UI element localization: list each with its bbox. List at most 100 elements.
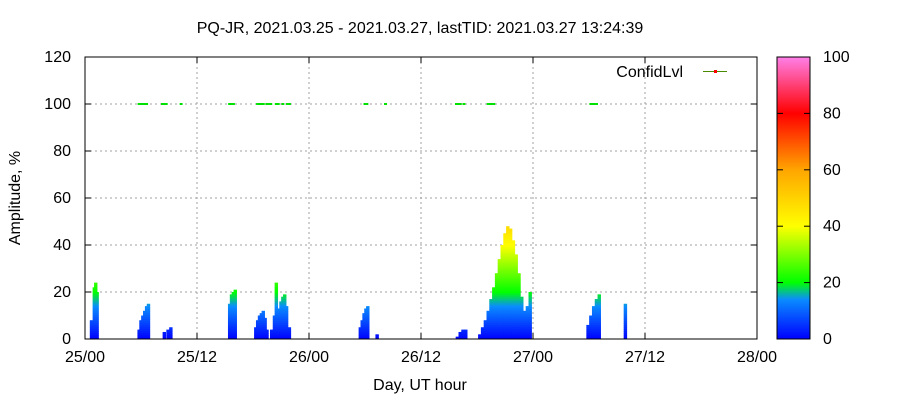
amplitude-bar bbox=[279, 301, 283, 340]
amplitude-bar bbox=[494, 273, 499, 340]
confidence-point bbox=[160, 103, 164, 105]
confidence-point bbox=[231, 103, 235, 105]
confidence-point bbox=[137, 103, 141, 105]
amplitude-bar bbox=[458, 331, 462, 340]
colorbar-tick-label: 40 bbox=[823, 218, 841, 235]
confidence-point bbox=[492, 103, 496, 105]
confidence-point bbox=[145, 103, 149, 105]
confidence-point bbox=[269, 103, 273, 105]
confidence-point bbox=[258, 103, 262, 105]
confidence-point bbox=[143, 103, 147, 105]
confidence-point bbox=[589, 103, 593, 105]
y-tick-label: 120 bbox=[44, 49, 71, 66]
amplitude-bar bbox=[95, 292, 99, 340]
colorbar-ticks: 0 20 40 60 80 100 bbox=[777, 49, 850, 348]
amplitude-bar bbox=[366, 306, 370, 340]
amplitude-bar bbox=[261, 310, 265, 340]
confidence-point bbox=[164, 103, 168, 105]
amplitude-bar bbox=[464, 329, 468, 340]
amplitude-bar bbox=[143, 310, 147, 340]
amplitude-bar bbox=[461, 329, 465, 340]
confidence-point bbox=[267, 103, 271, 105]
colorbar-tick-label: 20 bbox=[823, 275, 841, 292]
confidence-point bbox=[141, 103, 145, 105]
confidence-point bbox=[488, 103, 492, 105]
amplitude-bar bbox=[623, 303, 628, 340]
confidence-point bbox=[287, 103, 291, 105]
confidence-point bbox=[228, 103, 232, 105]
confidence-point bbox=[179, 103, 183, 105]
x-axis-title: Day, UT hour bbox=[373, 377, 467, 394]
amplitude-bar bbox=[483, 320, 488, 340]
amplitude-bar bbox=[269, 329, 274, 340]
confidence-point bbox=[276, 103, 280, 105]
y-tick-label: 40 bbox=[53, 237, 71, 254]
amplitude-bar bbox=[506, 226, 510, 340]
amplitude-bar bbox=[360, 320, 364, 340]
confidence-point bbox=[256, 103, 260, 105]
x-tick-label: 26/00 bbox=[289, 349, 329, 366]
confidence-point bbox=[286, 103, 290, 105]
amplitude-bar bbox=[522, 310, 527, 340]
amplitude-bar bbox=[358, 327, 363, 340]
x-tick-label: 28/00 bbox=[737, 349, 777, 366]
amplitude-bar bbox=[169, 327, 173, 340]
amplitude-bar bbox=[480, 327, 485, 340]
amplitude-bar bbox=[362, 313, 366, 340]
x-tick-label: 25/12 bbox=[177, 349, 217, 366]
confidence-point bbox=[259, 103, 263, 105]
amplitude-bar bbox=[276, 308, 280, 340]
amplitude-bar bbox=[597, 294, 601, 340]
confidence-point bbox=[162, 103, 166, 105]
confidence-points bbox=[137, 103, 598, 105]
y-tick-label: 0 bbox=[62, 331, 71, 348]
amplitude-bar bbox=[162, 331, 167, 340]
amplitude-bar bbox=[274, 282, 279, 340]
amplitude-bars bbox=[89, 226, 628, 340]
confidence-point bbox=[384, 103, 388, 105]
amplitude-bar bbox=[141, 315, 145, 340]
amplitude-bar bbox=[144, 306, 149, 340]
amplitude-bar bbox=[589, 315, 593, 340]
y-tick-label: 100 bbox=[44, 96, 71, 113]
plot-frame bbox=[84, 56, 758, 340]
confidence-point bbox=[456, 103, 460, 105]
amplitude-bar bbox=[528, 292, 532, 340]
confidence-point bbox=[462, 103, 466, 105]
confidence-point bbox=[261, 103, 265, 105]
colorbar-tick-label: 80 bbox=[823, 105, 841, 122]
amplitude-bar bbox=[265, 329, 269, 340]
legend-marker-point bbox=[714, 70, 717, 73]
legend-label: ConfidLvl bbox=[616, 64, 683, 81]
amplitude-bar bbox=[497, 259, 502, 340]
amplitude-bar bbox=[500, 245, 504, 340]
confidence-point bbox=[230, 103, 234, 105]
amplitude-bar bbox=[492, 287, 496, 340]
chart-title: PQ-JR, 2021.03.25 - 2021.03.27, lastTID:… bbox=[197, 20, 644, 37]
amplitude-bar bbox=[139, 320, 143, 340]
x-tick-label: 27/00 bbox=[513, 349, 553, 366]
confidence-point bbox=[454, 103, 458, 105]
confidence-point bbox=[274, 103, 278, 105]
amplitude-bar bbox=[514, 254, 518, 340]
colorbar-tick-label: 60 bbox=[823, 162, 841, 179]
confidence-point bbox=[265, 103, 269, 105]
amplitude-bar bbox=[489, 299, 493, 340]
confidence-point bbox=[594, 103, 598, 105]
amplitude-bar bbox=[89, 320, 94, 340]
y-tick-label: 80 bbox=[53, 143, 71, 160]
amplitude-bar bbox=[263, 317, 267, 340]
confidence-point bbox=[139, 103, 143, 105]
colorbar bbox=[776, 56, 811, 340]
grid-lines bbox=[85, 57, 757, 339]
amplitude-bar bbox=[364, 308, 368, 340]
colorbar-tick-label: 100 bbox=[823, 49, 850, 66]
amplitude-bar bbox=[281, 296, 285, 340]
amplitude-bar bbox=[146, 303, 151, 340]
amplitude-bar bbox=[486, 310, 490, 340]
confidence-point bbox=[490, 103, 494, 105]
y-tick-label: 20 bbox=[53, 284, 71, 301]
x-axis-ticks: 25/00 25/12 26/00 26/12 27/00 27/12 28/00 bbox=[65, 57, 777, 366]
y-axis-title: Amplitude, % bbox=[7, 151, 24, 245]
